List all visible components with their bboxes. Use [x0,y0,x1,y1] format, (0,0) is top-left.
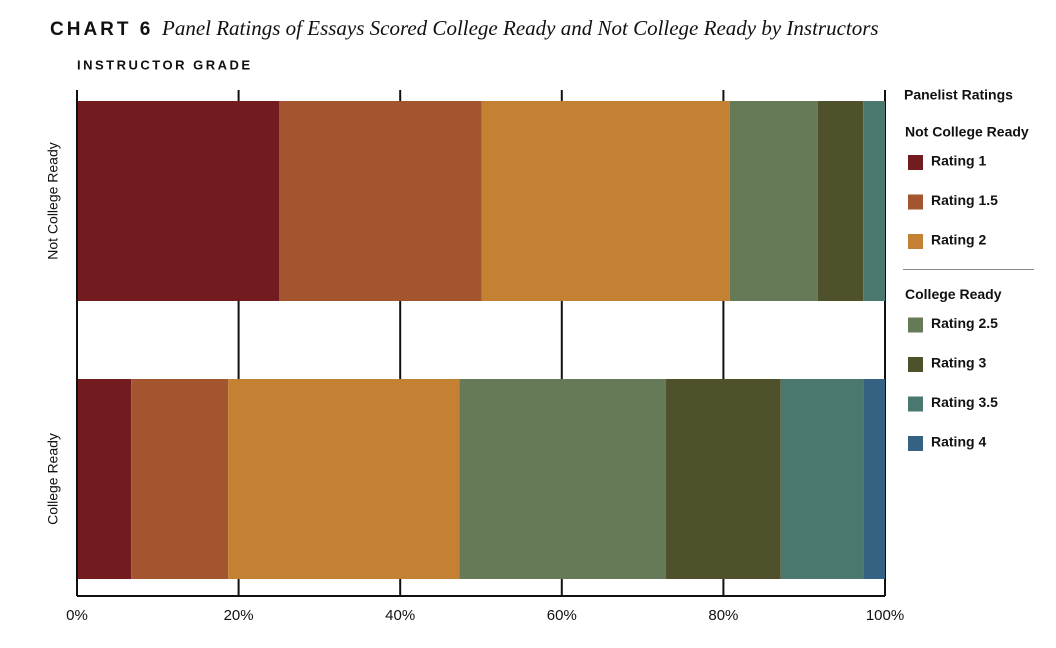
x-tick-label: 0% [66,607,88,624]
x-tick-label: 100% [866,607,904,624]
bars [77,101,885,579]
bar-segment [279,101,482,301]
legend-group-title: College Ready [905,286,1002,302]
legend-label: Rating 3.5 [931,394,998,410]
x-tick-label: 40% [385,607,415,624]
legend-group-title: Not College Ready [905,124,1029,140]
legend-label: Rating 1.5 [931,192,998,208]
x-tick-label: 60% [547,607,577,624]
bar-segment [77,101,279,301]
legend-swatch [908,396,923,412]
legend-label: Rating 3 [931,355,986,371]
y-category-label: Not College Ready [45,142,61,260]
bar-segment [863,101,885,301]
legend-swatch [908,357,923,372]
bar-segment [131,379,229,579]
x-tick-label: 20% [224,607,254,624]
bar-segment [459,379,667,579]
bar-segment [817,101,864,301]
bar-segment [77,379,132,579]
legend-swatch [908,234,923,249]
legend-swatch [908,436,923,451]
bar-segment [729,101,818,301]
y-category-label: College Ready [45,433,61,525]
chart-title: Panel Ratings of Essays Scored College R… [161,16,879,40]
legend-label: Rating 2 [931,232,986,248]
bar-segment [863,379,885,579]
bar-segment [666,379,781,579]
legend-swatch [908,317,923,333]
chart-label: CHART 6 [50,19,153,40]
legend-label: Rating 4 [931,434,986,450]
legend-label: Rating 1 [931,153,986,169]
axes: 0% 20% 40% 60% 80% 100% Not College Ready Colle… [45,90,904,624]
legend: Panelist Ratings Not College Ready Rating … [903,87,1034,451]
bar-segment [228,379,460,579]
bar-segment [780,379,864,579]
legend-label: Rating 2.5 [931,315,998,331]
x-tick-label: 80% [708,607,738,624]
legend-swatch [908,155,923,170]
bar-segment [481,101,730,301]
legend-swatch [908,194,923,210]
chart-subtitle: INSTRUCTOR GRADE [77,57,253,72]
legend-title: Panelist Ratings [904,87,1013,103]
